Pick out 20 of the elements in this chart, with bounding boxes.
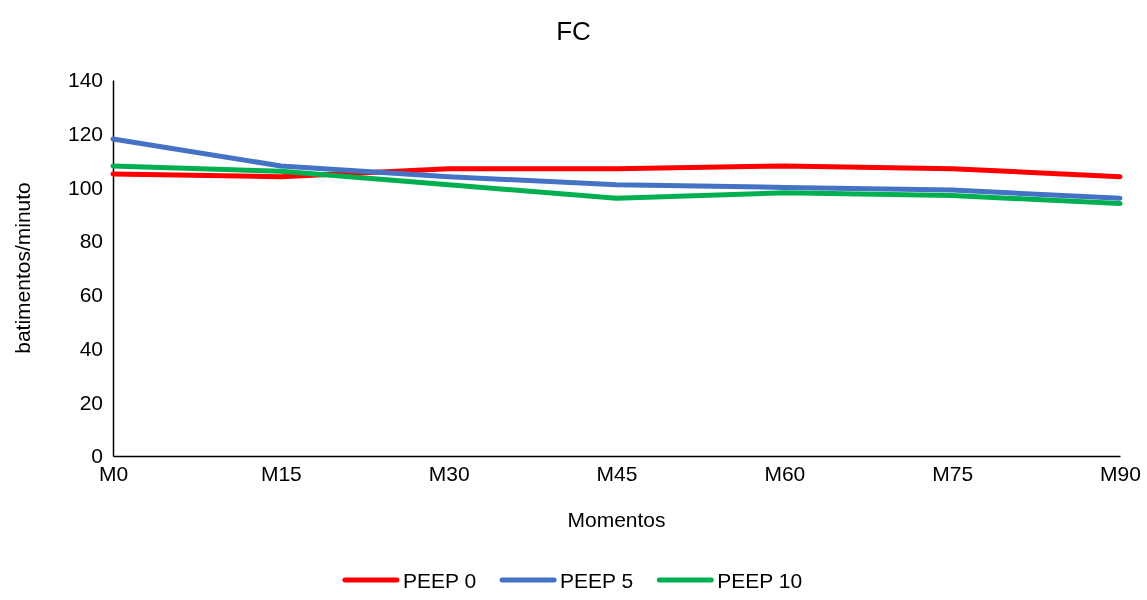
y-tick-label: 60: [79, 283, 103, 307]
x-tick-label: M30: [428, 461, 470, 485]
x-tick-label: M15: [260, 461, 302, 485]
y-tick-label: 0: [91, 444, 103, 468]
legend-label: PEEP 0: [402, 569, 477, 592]
y-tick-label: 80: [79, 229, 103, 253]
y-tick-label: 140: [67, 68, 103, 92]
x-axis-title: Momentos: [567, 508, 666, 531]
x-tick-label: M60: [764, 461, 806, 485]
y-tick-label: 100: [67, 175, 103, 199]
y-tick-label: 20: [79, 390, 103, 414]
legend-label: PEEP 10: [717, 569, 803, 592]
chart-title: FC: [556, 16, 591, 46]
x-tick-label: M45: [596, 461, 638, 485]
y-tick-label: 40: [79, 336, 103, 360]
y-axis-title: batimentos/minuto: [11, 182, 34, 354]
y-tick-label: 120: [67, 121, 103, 145]
legend-label: PEEP 5: [560, 569, 634, 592]
x-tick-label: M75: [932, 461, 974, 485]
x-tick-label: M90: [1100, 461, 1141, 485]
